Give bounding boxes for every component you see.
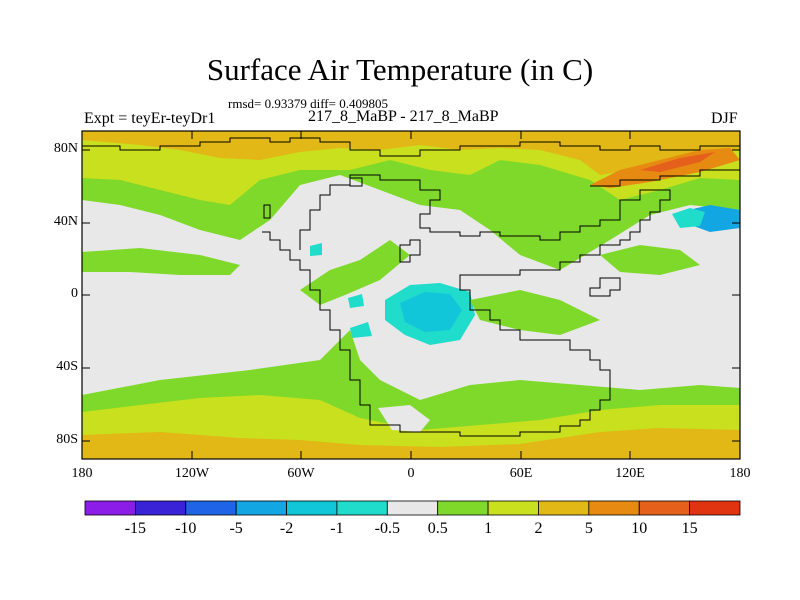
pacific-cool-edge: [672, 208, 705, 228]
lat-label-40n: 40N: [53, 214, 78, 229]
arctic-hot-core: [640, 152, 715, 172]
coastline-central: [262, 174, 671, 437]
coastline-north-isle: [349, 177, 363, 187]
mid-warm-patch-2: [470, 290, 600, 335]
colorbar-label: -5: [229, 520, 243, 537]
lon-label-120w: 120W: [174, 466, 210, 481]
mid-warm-patch-1: [300, 240, 410, 305]
small-cool-spot-2: [350, 322, 372, 338]
colorbar-label: -2: [279, 520, 294, 537]
coastline-north: [82, 137, 740, 157]
colorbar-swatch: [487, 500, 539, 516]
north-orange-band: [82, 131, 740, 175]
colorbar-swatch: [286, 500, 338, 516]
coastline-west-isle: [263, 204, 271, 219]
anomaly-field: [82, 131, 740, 459]
lat-label-80n: 80N: [53, 141, 78, 156]
colorbar-label: 15: [681, 520, 698, 537]
colorbar-swatch: [386, 500, 439, 516]
coastline-arctic-shelf: [590, 169, 740, 187]
period-label: 217_8_MaBP - 217_8_MaBP: [308, 108, 499, 125]
colorbar-label: 2: [534, 520, 543, 537]
colorbar-label: -15: [124, 520, 147, 537]
colorbar-label: -0.5: [374, 520, 400, 537]
lon-label-180e: 180: [729, 466, 751, 481]
colorbar-label: 10: [631, 520, 648, 537]
colorbar-swatch: [638, 500, 691, 516]
colorbar-swatch: [134, 500, 187, 516]
lon-label-180w: 180: [71, 466, 93, 481]
coastline-inner-basin: [399, 239, 421, 263]
small-cool-spot-3: [310, 243, 322, 256]
lon-label-60e: 60E: [509, 466, 533, 481]
colorbar-swatch: [84, 500, 136, 516]
stats-label: rmsd= 0.93379 diff= 0.409805: [228, 96, 388, 111]
colorbar-swatch: [588, 500, 640, 516]
map-title: Surface Air Temperature (in C): [206, 52, 594, 87]
season-label: DJF: [711, 110, 738, 127]
colorbar-swatch: [437, 500, 489, 516]
colorbar: [84, 500, 741, 516]
subtropic-warm-west: [82, 248, 240, 275]
lat-label-80s: 80S: [56, 432, 78, 447]
east-warm-patch: [600, 245, 700, 275]
colorbar-label: 5: [584, 520, 593, 537]
tropical-cool-core: [400, 292, 462, 332]
lon-label-120e: 120E: [615, 466, 645, 481]
south-orange-band: [82, 428, 740, 459]
colorbar-label: -1: [330, 520, 344, 537]
axis-ticks: [81, 131, 741, 459]
lon-label-0: 0: [407, 466, 415, 481]
colorbar-swatch: [235, 500, 287, 516]
lat-label-0: 0: [71, 286, 78, 301]
colorbar-label: -10: [175, 520, 197, 537]
colorbar-label: 1: [484, 520, 493, 537]
colorbar-label: 0.5: [427, 520, 448, 537]
lon-label-60w: 60W: [287, 466, 315, 481]
colorbar-swatch: [689, 500, 741, 516]
colorbar-swatch: [185, 500, 237, 516]
coastlines: [82, 137, 740, 437]
lat-label-40s: 40S: [56, 359, 78, 374]
experiment-label: Expt = teyEr-teyDr1: [84, 110, 216, 127]
colorbar-swatch: [538, 500, 590, 516]
small-cool-spot-1: [348, 294, 364, 308]
colorbar-swatch: [336, 500, 388, 516]
coastline-east-basin: [589, 277, 621, 297]
